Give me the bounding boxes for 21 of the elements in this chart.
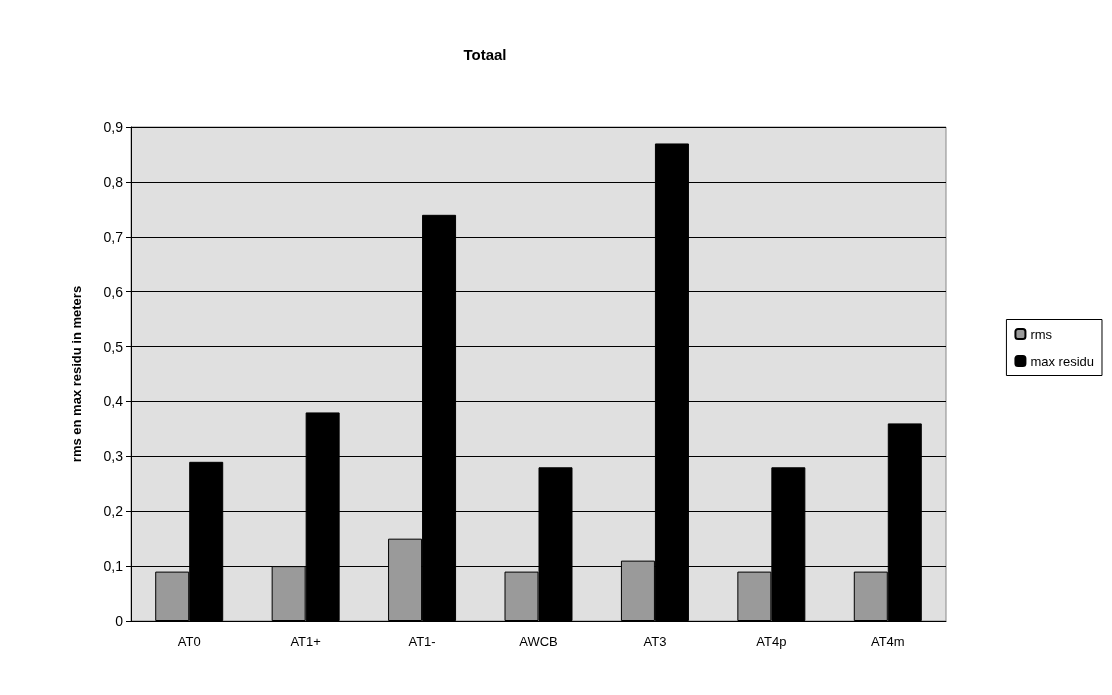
legend-label: rms <box>1030 326 1053 342</box>
y-tick-label: 0,2 <box>103 503 124 520</box>
y-tick-label: 0,3 <box>103 448 124 465</box>
x-tick-label: AT1+ <box>290 634 321 649</box>
y-tick-label: 0,7 <box>103 228 124 245</box>
x-tick-label: AT4p <box>756 634 787 649</box>
y-tick-label: 0 <box>115 613 124 629</box>
y-tick-label: 0,4 <box>103 393 124 410</box>
x-tick-label: AT0 <box>177 634 201 649</box>
y-tick-label: 0,6 <box>103 283 124 300</box>
x-tick-label: AWCB <box>519 634 558 649</box>
y-tick-label: 0,8 <box>103 173 124 190</box>
legend-label: max residu <box>1030 353 1094 369</box>
x-tick-label: AT1- <box>408 634 436 649</box>
y-tick-label: 0,5 <box>103 338 124 355</box>
y-tick-label: 0,1 <box>103 558 124 575</box>
x-tick-label: AT4m <box>870 634 905 649</box>
y-axis-title: rms en max residu in meters <box>69 285 84 463</box>
chart-title: Totaal <box>463 46 507 63</box>
y-tick-label: 0,9 <box>103 119 124 135</box>
x-tick-label: AT3 <box>643 634 667 649</box>
